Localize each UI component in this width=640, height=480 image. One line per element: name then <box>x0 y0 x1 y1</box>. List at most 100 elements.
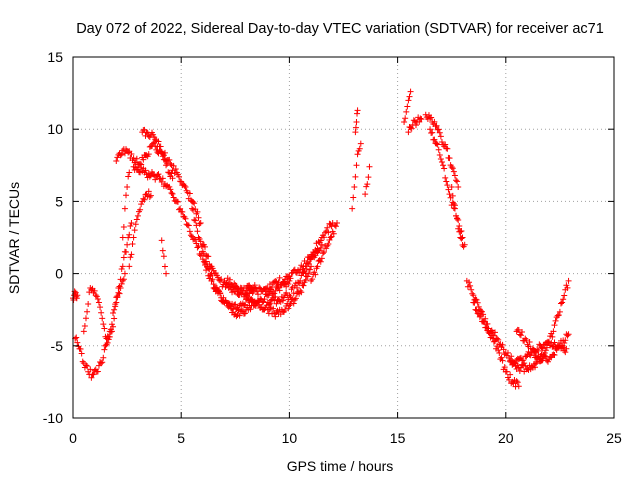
data-point <box>330 230 337 237</box>
data-point <box>110 309 117 316</box>
data-point <box>141 126 148 133</box>
data-point <box>440 162 447 169</box>
data-point <box>542 347 549 354</box>
data-point <box>433 122 440 129</box>
data-point <box>80 328 87 335</box>
data-point <box>443 178 450 185</box>
data-point <box>87 366 94 373</box>
data-point <box>214 274 221 281</box>
data-point <box>313 265 320 272</box>
data-point <box>456 223 463 230</box>
data-point <box>366 163 373 170</box>
data-point <box>318 241 325 248</box>
plot-frame <box>72 56 615 419</box>
data-point <box>478 308 485 315</box>
data-point <box>434 141 441 148</box>
data-point <box>402 115 409 122</box>
data-point <box>472 296 479 303</box>
data-point <box>446 191 453 198</box>
data-point <box>225 300 232 307</box>
data-point <box>97 304 104 311</box>
data-point <box>74 339 81 346</box>
data-point <box>79 358 86 365</box>
data-point <box>323 245 330 252</box>
data-point <box>467 282 474 289</box>
data-point <box>84 308 91 315</box>
data-point <box>194 228 201 235</box>
data-point <box>438 159 445 166</box>
data-point <box>469 290 476 297</box>
data-point <box>321 234 328 241</box>
data-point <box>180 213 187 220</box>
data-point <box>154 171 161 178</box>
data-point <box>155 138 162 145</box>
data-point <box>217 290 224 297</box>
data-point <box>279 279 286 286</box>
data-point <box>170 194 177 201</box>
data-point <box>166 156 173 163</box>
data-point <box>137 206 144 213</box>
data-point <box>525 348 532 355</box>
data-point <box>411 118 418 125</box>
data-point <box>209 276 216 283</box>
data-point <box>99 315 106 322</box>
data-point <box>519 361 526 368</box>
data-point <box>324 224 331 231</box>
x-tick-label: 15 <box>390 430 406 446</box>
data-point <box>515 327 522 334</box>
data-point <box>73 334 80 341</box>
data-point <box>293 284 300 291</box>
data-point <box>530 360 537 367</box>
data-point <box>226 276 233 283</box>
data-point <box>94 368 101 375</box>
data-point <box>199 248 206 255</box>
data-point <box>85 301 92 308</box>
data-point <box>354 107 361 114</box>
y-tick-label: 15 <box>47 49 63 65</box>
y-axis-label: SDTVAR / TECUs <box>6 182 22 294</box>
data-point <box>231 280 238 287</box>
data-point <box>295 279 302 286</box>
data-point <box>554 312 561 319</box>
data-point <box>181 214 188 221</box>
data-point <box>513 378 520 385</box>
data-point <box>318 255 325 262</box>
data-point <box>127 254 134 261</box>
data-point <box>284 273 291 280</box>
data-point <box>165 169 172 176</box>
data-point <box>364 181 371 188</box>
data-point <box>168 189 175 196</box>
data-point <box>548 330 555 337</box>
data-point <box>121 150 128 157</box>
data-point <box>416 118 423 125</box>
data-point <box>561 339 568 346</box>
data-point <box>353 118 360 125</box>
data-point <box>125 173 132 180</box>
data-point <box>504 349 511 356</box>
data-point <box>103 341 110 348</box>
data-point <box>437 155 444 162</box>
data-point <box>107 326 114 333</box>
data-point <box>450 200 457 207</box>
data-point <box>450 168 457 175</box>
data-point <box>118 151 125 158</box>
data-point <box>269 283 276 290</box>
data-point <box>131 227 138 234</box>
data-point <box>102 342 109 349</box>
data-point <box>120 223 127 230</box>
data-point <box>192 236 199 243</box>
data-point <box>256 284 263 291</box>
data-point <box>166 183 173 190</box>
data-point <box>550 351 557 358</box>
data-point <box>98 309 105 316</box>
x-tick-label: 0 <box>69 430 77 446</box>
data-point <box>309 276 316 283</box>
data-point <box>551 339 558 346</box>
data-point <box>124 183 131 190</box>
data-point <box>441 165 448 172</box>
data-point <box>248 296 255 303</box>
data-point <box>125 149 132 156</box>
data-point <box>88 374 95 381</box>
data-point <box>270 305 277 312</box>
data-point <box>186 190 193 197</box>
